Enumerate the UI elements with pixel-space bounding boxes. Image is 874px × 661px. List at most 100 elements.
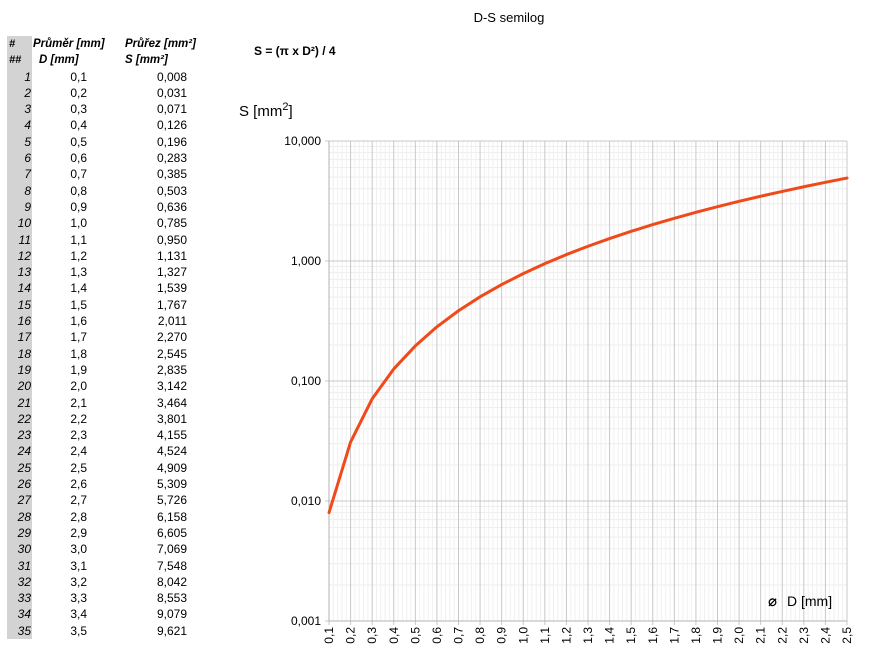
row-area-text: 0,031 [156,85,187,100]
x-tick-label: 0,3 [365,627,379,644]
row-index: 18 [7,345,32,362]
row-area-text: 7,548 [156,558,187,573]
x-tick-label: 1,2 [559,627,573,644]
row-diameter-text: 0,8 [70,183,87,198]
x-tick-label: 1,5 [624,627,638,644]
row-index: 14 [7,280,32,297]
row-area-text: 0,503 [156,183,187,198]
row-index: 30 [7,541,32,558]
formula-text: S = (π x D²) / 4 [254,44,336,58]
row-index-text: 35 [17,623,31,638]
row-diameter-text: 1,1 [70,232,87,247]
row-index-text: 12 [17,248,31,263]
x-tick-label: 1,9 [711,627,725,644]
row-index: 31 [7,557,32,574]
row-area-text: 3,464 [156,395,187,410]
header-area-2: S [mm²] [125,54,168,67]
row-index-text: 25 [17,460,31,475]
x-tick-label: 1,1 [538,627,552,644]
x-tick-label: 0,4 [387,627,401,644]
x-tick-label: 0,7 [452,627,466,644]
row-index: 19 [7,361,32,379]
row-index: 24 [7,443,32,460]
row-area-text: 2,270 [156,330,187,345]
x-tick-label: 2,4 [818,627,832,644]
x-tick-label: 1,4 [603,627,617,644]
row-index: 13 [7,264,32,281]
x-tick-label: 1,7 [667,627,681,644]
y-axis-label: S [mm2] [239,101,293,120]
row-index: 35 [7,622,32,639]
row-area-text: 7,069 [156,542,187,557]
row-index-text: 21 [17,395,31,410]
x-tick-label: 0,6 [430,627,444,644]
y-tick-label: 1,000 [291,254,321,268]
row-index: 8 [7,182,32,199]
row-index: 21 [7,394,32,411]
header-index-1: # [7,36,32,53]
row-index: 16 [7,313,32,330]
row-area-text: 1,539 [156,281,187,296]
y-tick-label: 10,000 [284,134,321,148]
row-index-text: 7 [24,167,31,182]
row-area-text: 9,621 [156,623,187,638]
row-index: 32 [7,573,32,591]
chart-title: D-S semilog [473,10,545,25]
header-index-2: ## [7,52,32,69]
row-index-text: 1 [24,69,31,84]
row-area-text: 5,309 [156,477,187,492]
row-index: 1 [7,68,32,85]
row-index-text: 13 [17,265,31,280]
x-tick-label: 0,9 [495,627,509,644]
row-diameter-text: 0,3 [70,102,87,117]
row-index: 20 [7,378,32,395]
row-index-text: 33 [17,591,31,606]
row-area-text: 8,042 [156,574,187,589]
x-tick-label: 1,6 [646,627,660,644]
row-diameter-text: 1,5 [70,297,87,312]
row-diameter-text: 2,2 [70,411,87,426]
row-index: 11 [7,231,32,248]
row-index-text: 18 [17,346,31,361]
row-diameter-text: 2,7 [70,493,87,508]
row-diameter-text: 0,1 [70,69,87,84]
row-area-text: 5,726 [156,493,187,508]
x-tick-label: 1,3 [581,627,595,644]
y-tick-label: 0,001 [291,614,321,628]
row-diameter-text: 3,2 [70,574,87,589]
row-index: 10 [7,215,32,232]
y-tick-label: 0,100 [291,374,321,388]
row-index-text: 24 [17,444,31,459]
row-diameter-text: 1,9 [70,362,87,377]
row-index-text: 14 [17,281,31,296]
row-diameter-text: 1,6 [70,314,87,329]
row-index: 9 [7,198,32,216]
x-tick-label: 1,8 [689,627,703,644]
row-area-text: 9,079 [156,607,187,622]
row-area-text: 6,158 [156,509,187,524]
row-index-text: 20 [17,379,31,394]
row-index: 12 [7,247,32,265]
row-index: 34 [7,606,32,623]
row-index-text: 23 [17,428,31,443]
row-index: 6 [7,150,32,167]
row-index: 26 [7,476,32,493]
x-tick-label: 1,0 [516,627,530,644]
row-area-text: 0,008 [156,69,187,84]
row-diameter-text: 0,7 [70,167,87,182]
row-area-text: 4,155 [156,428,187,443]
row-index-text: 19 [17,362,31,377]
row-index-text: 16 [17,314,31,329]
row-diameter-text: 2,4 [70,444,87,459]
row-area-text: 2,835 [156,362,187,377]
row-diameter-text: 0,4 [70,118,87,133]
row-diameter-text: 2,8 [70,509,87,524]
row-index-text: 22 [17,411,31,426]
row-index: 17 [7,329,32,346]
row-index-text: 30 [17,542,31,557]
row-index: 2 [7,84,32,102]
row-index: 29 [7,524,32,542]
row-diameter-text: 2,3 [70,428,87,443]
row-index: 33 [7,590,32,607]
row-index-text: 27 [17,493,31,508]
